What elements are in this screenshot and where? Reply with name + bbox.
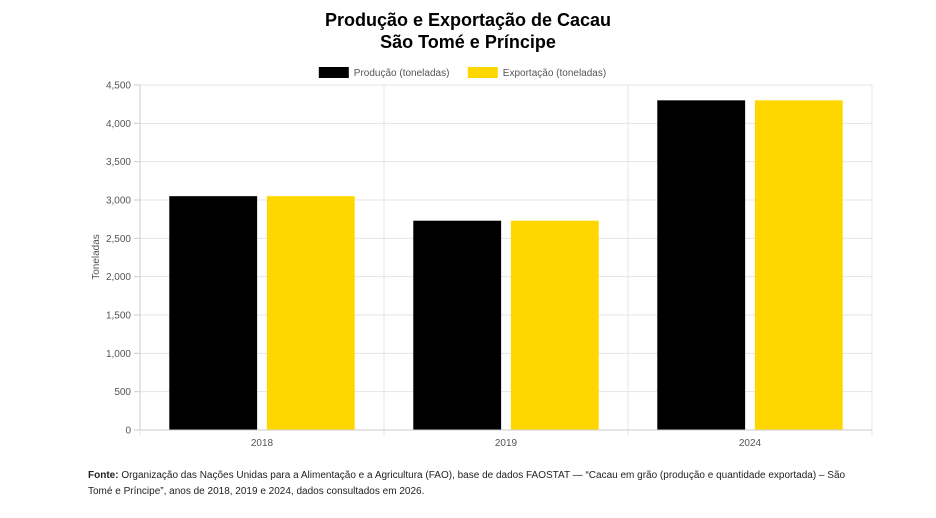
chart-title: Produção e Exportação de Cacau São Tomé … [0, 9, 936, 53]
legend-swatch-producao[interactable] [318, 67, 349, 78]
bar-exportacao-2019[interactable] [510, 220, 599, 430]
y-tick-label: 3,000 [106, 196, 131, 207]
y-tick-label: 500 [114, 387, 131, 398]
y-axis-label: Toneladas [91, 234, 102, 280]
y-tick-label: 4,500 [106, 81, 131, 92]
y-tick-label: 2,000 [106, 272, 131, 283]
x-tick-label: 2024 [739, 438, 762, 449]
bar-exportacao-2018[interactable] [266, 196, 355, 430]
axes: 0 500 1,000 1,500 2,000 2,500 3,000 3,500 4,000 4… [106, 81, 872, 449]
bars [169, 100, 843, 430]
y-tick-label: 2,500 [106, 234, 131, 245]
bar-exportacao-2024[interactable] [754, 100, 843, 430]
y-tick-label: 4,000 [106, 119, 131, 130]
source-note: Fonte: Organização das Nações Unidas par… [88, 468, 848, 500]
x-tick-label: 2018 [251, 438, 274, 449]
y-tick-label: 3,500 [106, 157, 131, 168]
y-tick-label: 0 [125, 426, 131, 437]
source-note-text: Organização das Nações Unidas para a Ali… [88, 470, 846, 497]
legend-label-exportacao[interactable]: Exportação (toneladas) [503, 68, 606, 79]
legend-label-producao[interactable]: Produção (toneladas) [354, 68, 450, 79]
source-note-label: Fonte: [88, 470, 119, 481]
y-tick-label: 1,000 [106, 349, 131, 360]
bar-producao-2019[interactable] [413, 220, 502, 430]
bar-chart: 0 500 1,000 1,500 2,000 2,500 3,000 3,500 4,000 4… [91, 67, 873, 449]
bar-producao-2024[interactable] [657, 100, 746, 430]
x-tick-label: 2019 [495, 438, 518, 449]
legend-swatch-exportacao[interactable] [467, 67, 498, 78]
bar-producao-2018[interactable] [169, 196, 258, 430]
legend: Produção (toneladas) Exportação (tonelada… [318, 67, 606, 79]
chart-title-line-1: Produção e Exportação de Cacau [324, 10, 612, 30]
chart-title-line-2: São Tomé e Príncipe [380, 32, 556, 52]
y-tick-label: 1,500 [106, 311, 131, 322]
